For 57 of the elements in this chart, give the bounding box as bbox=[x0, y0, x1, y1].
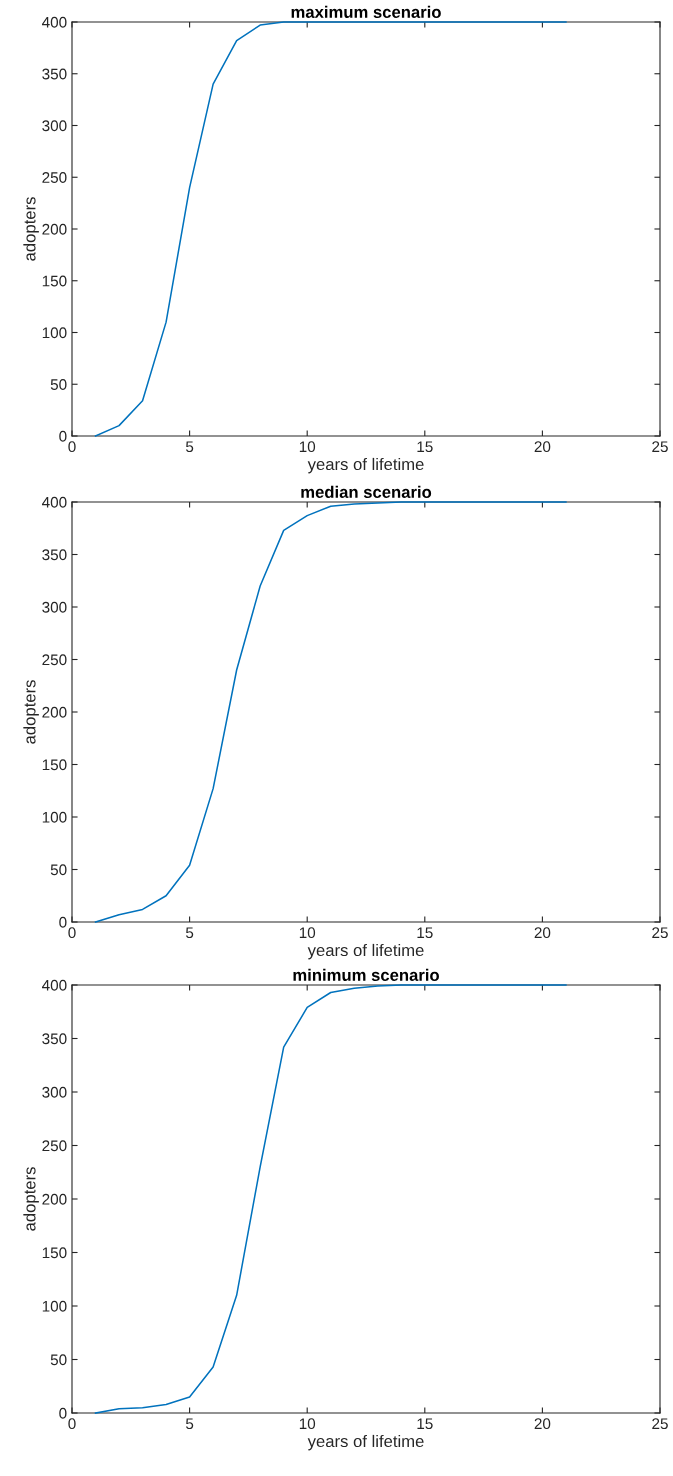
line-series bbox=[94, 21, 567, 437]
y-tick-label: 50 bbox=[50, 379, 67, 390]
y-axis-title: adopters bbox=[23, 197, 39, 261]
x-tick-label: 25 bbox=[652, 441, 668, 453]
x-tick-label: 20 bbox=[534, 927, 551, 939]
y-tick-label: 350 bbox=[42, 68, 67, 80]
x-tick-label: 25 bbox=[652, 1418, 668, 1430]
y-tick-label: 300 bbox=[42, 601, 67, 613]
y-tick-label: 200 bbox=[42, 706, 67, 718]
x-tick-label: 20 bbox=[534, 1418, 551, 1430]
x-tick-label: 15 bbox=[417, 927, 433, 939]
y-axis-title: adopters bbox=[23, 680, 39, 744]
x-tick-label: 0 bbox=[68, 1418, 76, 1430]
x-tick-label: 15 bbox=[417, 1418, 433, 1430]
chart-title: maximum scenario bbox=[291, 5, 441, 18]
y-tick-label: 400 bbox=[42, 496, 67, 508]
y-tick-label: 400 bbox=[42, 979, 67, 991]
x-tick-label: 0 bbox=[68, 441, 76, 453]
y-axis-title: adopters bbox=[23, 1167, 39, 1231]
y-tick-label: 250 bbox=[42, 1140, 67, 1152]
y-tick-label: 0 bbox=[59, 916, 67, 928]
x-axis-title: years of lifetime bbox=[307, 943, 424, 960]
x-tick-label: 10 bbox=[299, 927, 316, 939]
y-tick-label: 50 bbox=[50, 864, 67, 876]
x-tick-label: 20 bbox=[534, 441, 551, 453]
chart-title: median scenario bbox=[301, 485, 432, 498]
x-tick-label: 10 bbox=[299, 1418, 316, 1430]
y-tick-label: 100 bbox=[42, 1300, 67, 1312]
x-tick-label: 5 bbox=[185, 441, 194, 453]
y-tick-label: 50 bbox=[50, 1354, 67, 1366]
x-axis-title: years of lifetime bbox=[307, 1434, 424, 1451]
y-tick-label: 100 bbox=[42, 327, 67, 339]
x-tick-label: 25 bbox=[652, 927, 668, 939]
x-tick-label: 10 bbox=[299, 441, 316, 453]
chart-title: minimum scenario bbox=[293, 968, 439, 981]
x-tick-label: 5 bbox=[185, 1418, 194, 1430]
x-tick-label: 15 bbox=[417, 441, 433, 453]
y-tick-label: 100 bbox=[42, 811, 67, 823]
y-tick-label: 350 bbox=[42, 1033, 67, 1045]
y-tick-label: 250 bbox=[42, 654, 67, 666]
x-axis-title: years of lifetime bbox=[307, 457, 424, 474]
x-tick-label: 5 bbox=[185, 927, 194, 939]
line-series bbox=[94, 501, 567, 923]
y-tick-label: 250 bbox=[42, 172, 67, 183]
y-tick-label: 0 bbox=[59, 430, 67, 442]
y-tick-label: 150 bbox=[42, 759, 67, 771]
y-tick-label: 200 bbox=[42, 223, 67, 235]
y-tick-label: 150 bbox=[42, 1247, 67, 1259]
y-tick-label: 200 bbox=[42, 1193, 67, 1205]
y-tick-label: 0 bbox=[59, 1407, 67, 1419]
y-tick-label: 350 bbox=[42, 549, 67, 561]
y-tick-label: 300 bbox=[42, 1086, 67, 1098]
y-tick-label: 300 bbox=[42, 120, 67, 132]
y-tick-label: 400 bbox=[42, 16, 67, 28]
x-tick-label: 0 bbox=[68, 927, 76, 939]
y-tick-label: 150 bbox=[42, 275, 67, 287]
line-series bbox=[94, 984, 567, 1414]
